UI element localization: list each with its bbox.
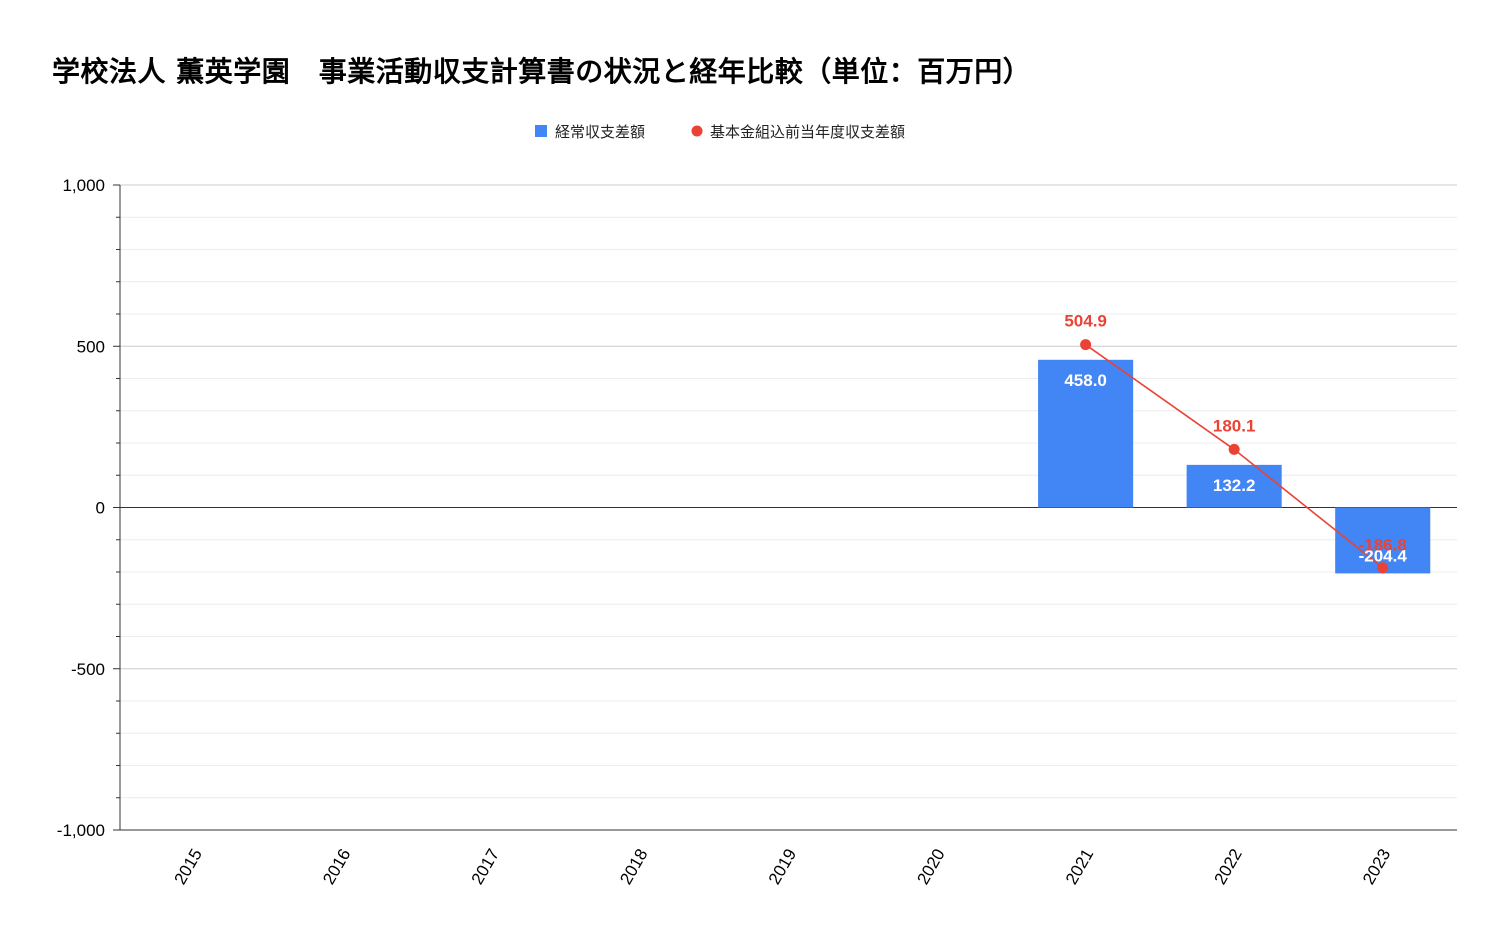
line-point bbox=[1080, 339, 1092, 351]
bar bbox=[1186, 464, 1282, 508]
legend-bar-label: 経常収支差額 bbox=[555, 123, 645, 141]
line-point bbox=[1228, 443, 1240, 455]
chart-title: 学校法人 薫英学園 事業活動収支計算書の状況と経年比較（単位：百万円） bbox=[52, 55, 1032, 88]
line-point bbox=[1377, 562, 1389, 574]
y-tick-label: -1,000 bbox=[57, 821, 105, 840]
bar bbox=[1038, 359, 1134, 508]
legend-line-label: 基本金組込前当年度収支差額 bbox=[710, 123, 905, 141]
x-tick-label: 2020 bbox=[913, 846, 948, 888]
bar-value-label: 458.0 bbox=[1064, 371, 1107, 390]
legend-bar-swatch bbox=[535, 125, 547, 137]
x-tick-label: 2016 bbox=[319, 846, 354, 888]
x-tick-label: 2023 bbox=[1359, 846, 1394, 888]
bar-value-label: 132.2 bbox=[1213, 476, 1256, 495]
bar-value-label: -204.4 bbox=[1359, 546, 1408, 565]
point-value-label: 504.9 bbox=[1064, 312, 1107, 331]
line-series bbox=[1080, 339, 1389, 574]
x-tick-label: 2021 bbox=[1062, 846, 1097, 888]
x-tick-label: 2019 bbox=[765, 846, 800, 888]
y-tick-label: 1,000 bbox=[62, 176, 105, 195]
x-tick-label: 2015 bbox=[171, 846, 206, 888]
x-tick-label: 2017 bbox=[468, 846, 503, 888]
data-labels: 458.0 132.2 -204.4 504.9 180.1 -186.8 bbox=[1064, 312, 1407, 566]
point-value-label: 180.1 bbox=[1213, 416, 1256, 435]
y-tick-label: -500 bbox=[71, 660, 105, 679]
point-value-label: -186.8 bbox=[1359, 536, 1407, 555]
axes: 1,000 500 0 -500 -1,000 2015 2016 2017 2018 2019 2… bbox=[57, 176, 1457, 888]
y-tick-label: 0 bbox=[96, 499, 105, 518]
x-tick-label: 2022 bbox=[1210, 846, 1245, 888]
y-tick-label: 500 bbox=[77, 337, 105, 356]
bar-series bbox=[1038, 359, 1431, 574]
x-tick-label: 2018 bbox=[616, 846, 651, 888]
legend: 経常収支差額 基本金組込前当年度収支差額 bbox=[535, 123, 905, 141]
legend-line-swatch bbox=[691, 125, 703, 137]
